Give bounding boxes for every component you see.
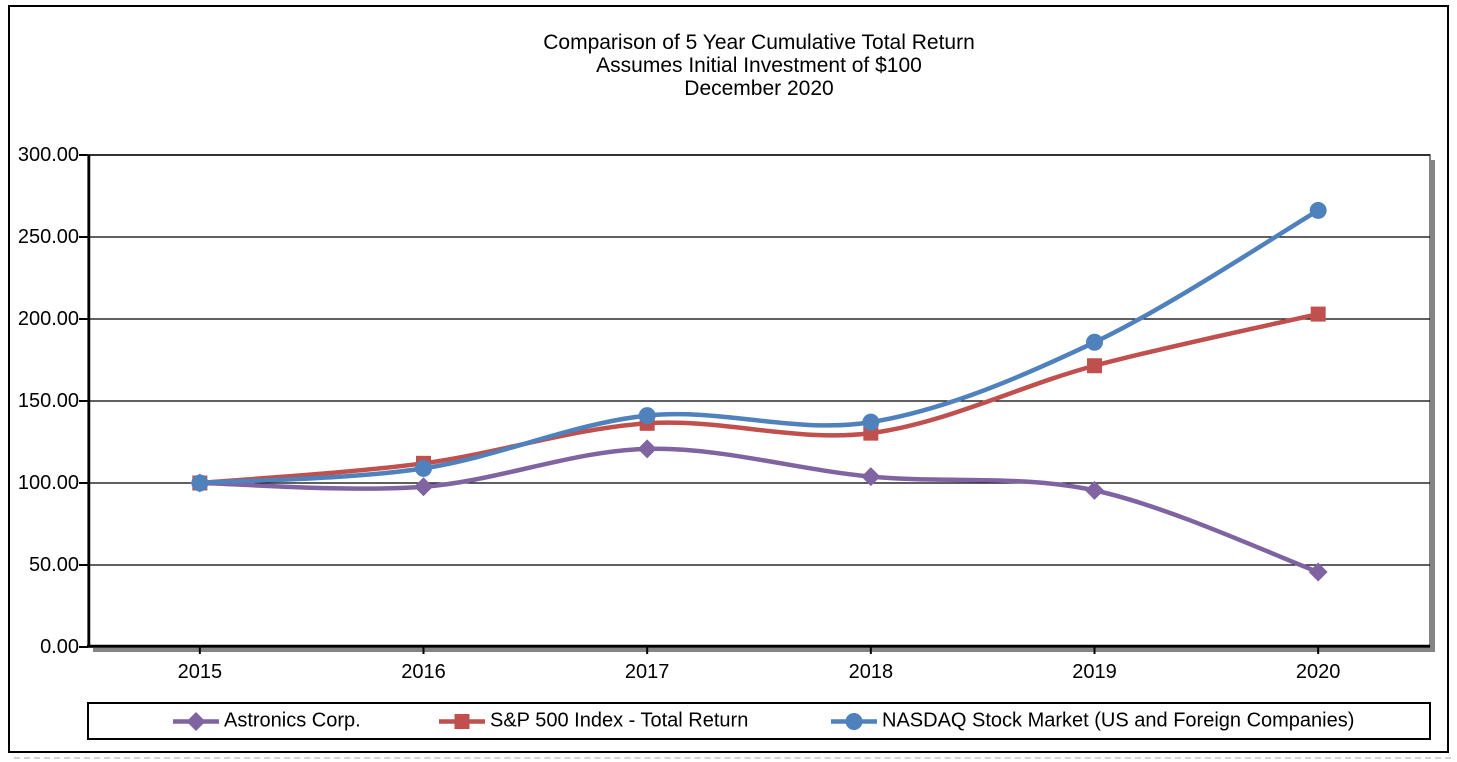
series-line [197,311,1321,486]
series-line [197,208,1321,486]
legend-entry: S&P 500 Index - Total Return [439,710,748,733]
y-tick-label: 150.00 [17,390,79,412]
chart-title-line3: December 2020 [684,77,834,100]
data-point-marker [454,713,470,729]
x-tick-label: 2016 [401,661,446,683]
data-point-marker [637,439,657,459]
legend: Astronics Corp. S&P 500 Index - Total Ret… [87,702,1431,740]
series-nasdaq-stock-market-us-and-foreign-companies [191,201,1327,492]
x-tick-label: 2019 [1072,661,1117,683]
data-point-marker [415,459,432,477]
data-point-marker [414,477,433,497]
frame-shadow [14,757,1451,759]
plot-area [79,154,1435,654]
series-line [197,446,1321,575]
y-axis-labels: 0.00 50.00 100.00 150.00 200.00 250.00 300.00 [0,0,79,700]
legend-entry: Astronics Corp. [173,710,361,733]
y-tick-label: 0.00 [40,636,79,658]
x-tick-label: 2015 [177,661,223,683]
legend-square-marker-icon [439,713,485,729]
y-tick-label: 50.00 [28,554,79,576]
data-point-marker [862,413,880,431]
x-tick-label: 2020 [1295,661,1341,683]
x-tick-label: 2017 [624,661,670,683]
data-point-marker [1086,333,1103,351]
chart-title-line2: Assumes Initial Investment of $100 [596,54,922,77]
legend-label: Astronics Corp. [224,709,361,732]
x-tick-label: 2018 [848,661,894,683]
legend-circle-marker-icon [831,712,877,730]
legend-diamond-marker-icon [173,711,219,731]
data-point-marker [186,711,206,731]
y-tick-label: 200.00 [17,308,79,330]
data-point-marker [861,467,881,487]
data-point-marker [1309,201,1327,219]
data-point-marker [1085,480,1104,500]
legend-label: S&P 500 Index - Total Return [490,709,749,732]
data-point-marker [191,474,209,492]
legend-label: NASDAQ Stock Market (US and Foreign Comp… [882,709,1355,732]
y-tick-label: 300.00 [17,144,79,166]
y-tick-label: 250.00 [17,226,79,248]
chart-title-line1: Comparison of 5 Year Cumulative Total Re… [543,31,975,54]
data-point-marker [1087,358,1102,374]
data-point-marker [1308,562,1328,582]
legend-entry: NASDAQ Stock Market (US and Foreign Comp… [831,710,1354,733]
data-point-marker [845,712,863,730]
y-tick-label: 100.00 [17,472,79,494]
series-astronics-corp [190,439,1328,582]
data-point-marker [638,407,656,425]
chart-title: Comparison of 5 Year Cumulative Total Re… [88,31,1430,100]
data-point-marker [1310,306,1326,322]
